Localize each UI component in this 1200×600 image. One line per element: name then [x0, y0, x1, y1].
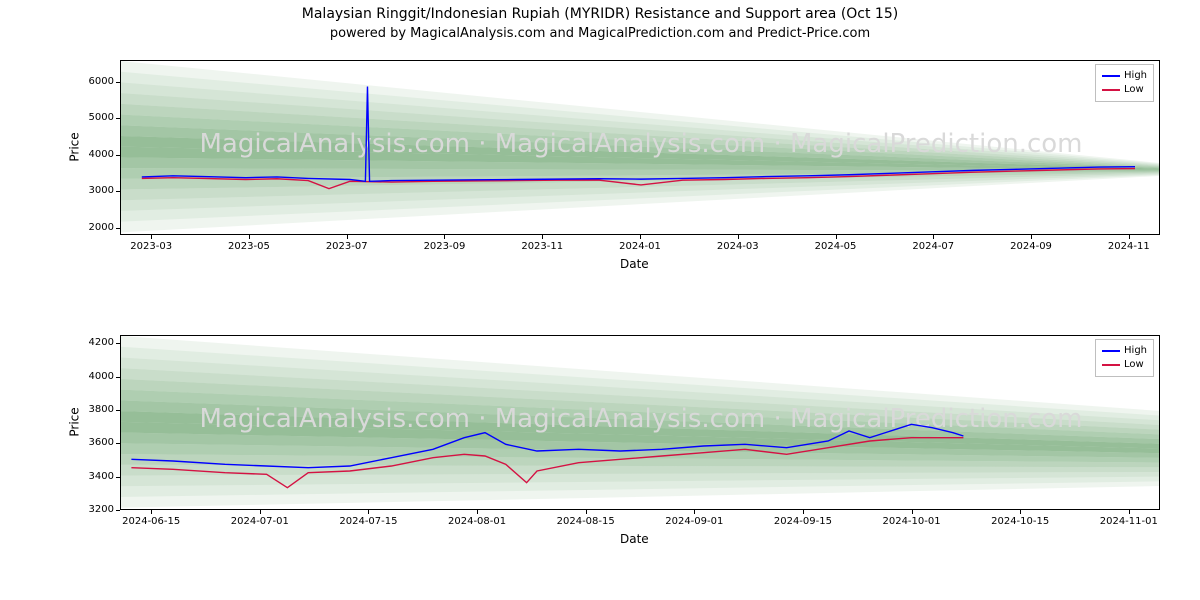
y-tick [116, 82, 120, 83]
x-tick [1031, 235, 1032, 239]
y-axis-label: Price [68, 132, 82, 161]
y-tick-label: 3200 [70, 504, 114, 515]
x-tick-label: 2024-09-15 [774, 516, 832, 527]
x-tick-label: 2024-03 [717, 241, 759, 252]
y-tick-label: 6000 [70, 76, 114, 87]
x-tick-label: 2024-01 [619, 241, 661, 252]
x-tick-label: 2024-09 [1010, 241, 1052, 252]
legend: HighLow [1095, 339, 1154, 377]
x-axis-label: Date [620, 257, 649, 271]
x-tick-label: 2024-07-01 [231, 516, 289, 527]
x-tick-label: 2024-08-01 [448, 516, 506, 527]
chart-top: MagicalAnalysis.com · MagicalAnalysis.co… [70, 55, 1170, 280]
x-tick-label: 2024-05 [815, 241, 857, 252]
x-tick [249, 235, 250, 239]
y-tick [116, 191, 120, 192]
chart-svg: MagicalAnalysis.com · MagicalAnalysis.co… [121, 336, 1160, 510]
x-tick-label: 2024-10-01 [882, 516, 940, 527]
y-tick-label: 5000 [70, 112, 114, 123]
x-tick-label: 2024-11-01 [1100, 516, 1158, 527]
legend-swatch-low [1102, 89, 1120, 91]
x-tick-label: 2023-09 [424, 241, 466, 252]
x-tick [477, 510, 478, 514]
x-tick-label: 2023-07 [326, 241, 368, 252]
y-tick-label: 4000 [70, 371, 114, 382]
y-tick [116, 443, 120, 444]
y-tick [116, 377, 120, 378]
legend-label-low: Low [1124, 358, 1144, 372]
x-tick-label: 2023-11 [521, 241, 563, 252]
legend-label-high: High [1124, 69, 1147, 83]
watermark-text: MagicalAnalysis.com · MagicalAnalysis.co… [199, 129, 1082, 159]
legend-swatch-high [1102, 350, 1120, 352]
watermark-text: MagicalAnalysis.com · MagicalAnalysis.co… [199, 404, 1082, 434]
chart-bottom: MagicalAnalysis.com · MagicalAnalysis.co… [70, 330, 1170, 555]
y-tick-label: 3600 [70, 437, 114, 448]
x-tick [694, 510, 695, 514]
x-tick [803, 510, 804, 514]
y-axis-label: Price [68, 407, 82, 436]
x-tick-label: 2023-05 [228, 241, 270, 252]
y-tick-label: 2000 [70, 222, 114, 233]
x-tick [933, 235, 934, 239]
y-tick-label: 3000 [70, 185, 114, 196]
x-tick-label: 2024-06-15 [122, 516, 180, 527]
x-tick [836, 235, 837, 239]
legend-label-low: Low [1124, 83, 1144, 97]
x-tick [1020, 510, 1021, 514]
x-tick [151, 235, 152, 239]
x-tick [368, 510, 369, 514]
page-title: Malaysian Ringgit/Indonesian Rupiah (MYR… [0, 6, 1200, 22]
x-tick [738, 235, 739, 239]
plot-area: MagicalAnalysis.com · MagicalAnalysis.co… [120, 60, 1160, 235]
x-axis-label: Date [620, 532, 649, 546]
y-tick [116, 343, 120, 344]
y-tick [116, 228, 120, 229]
x-tick-label: 2023-03 [130, 241, 172, 252]
x-tick-label: 2024-07-15 [339, 516, 397, 527]
x-tick-label: 2024-07 [912, 241, 954, 252]
legend-item-low: Low [1102, 83, 1147, 97]
y-tick-label: 3400 [70, 471, 114, 482]
y-tick [116, 155, 120, 156]
x-tick-label: 2024-08-15 [557, 516, 615, 527]
x-tick [1129, 510, 1130, 514]
x-tick [640, 235, 641, 239]
x-tick-label: 2024-11 [1108, 241, 1150, 252]
x-tick [1129, 235, 1130, 239]
legend-item-low: Low [1102, 358, 1147, 372]
x-tick [912, 510, 913, 514]
y-tick [116, 118, 120, 119]
chart-svg: MagicalAnalysis.com · MagicalAnalysis.co… [121, 61, 1160, 235]
legend-label-high: High [1124, 344, 1147, 358]
x-tick [260, 510, 261, 514]
y-tick [116, 510, 120, 511]
legend-item-high: High [1102, 69, 1147, 83]
legend-swatch-low [1102, 364, 1120, 366]
y-tick [116, 410, 120, 411]
x-tick-label: 2024-10-15 [991, 516, 1049, 527]
x-tick [586, 510, 587, 514]
x-tick [542, 235, 543, 239]
legend: HighLow [1095, 64, 1154, 102]
x-tick [151, 510, 152, 514]
plot-area: MagicalAnalysis.com · MagicalAnalysis.co… [120, 335, 1160, 510]
y-tick [116, 477, 120, 478]
x-tick [444, 235, 445, 239]
x-tick [347, 235, 348, 239]
x-tick-label: 2024-09-01 [665, 516, 723, 527]
y-tick-label: 4200 [70, 337, 114, 348]
legend-item-high: High [1102, 344, 1147, 358]
page-subtitle: powered by MagicalAnalysis.com and Magic… [0, 26, 1200, 41]
legend-swatch-high [1102, 75, 1120, 77]
